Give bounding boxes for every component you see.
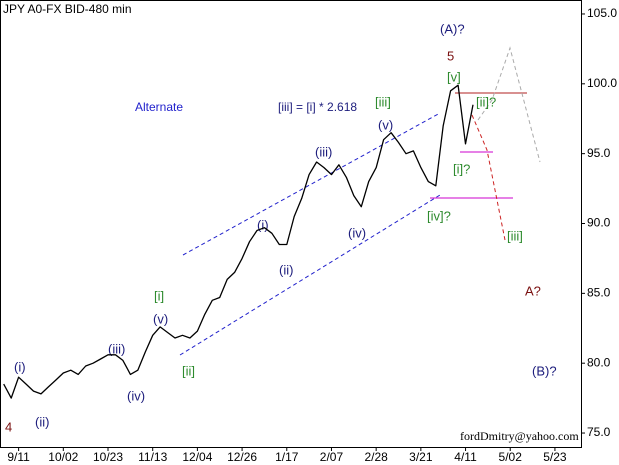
wave-overlay <box>179 46 541 356</box>
x-tick-label: 4/11 <box>454 450 477 464</box>
annotation: (iv) <box>348 225 366 240</box>
annotation: (v) <box>153 311 168 326</box>
x-tick-label: 2/28 <box>364 450 388 464</box>
annotation: (ii) <box>35 414 49 429</box>
y-tick-label: 95.0 <box>587 146 611 160</box>
annotation: fordDmitry@yahoo.com <box>460 429 579 443</box>
y-tick-label: 75.0 <box>587 425 611 439</box>
x-tick-label: 10/02 <box>48 450 78 464</box>
x-tick-label: 10/23 <box>93 450 123 464</box>
annotation: [i]? <box>453 161 470 176</box>
x-tick-label: 9/11 <box>7 450 30 464</box>
x-tick-label: 11/13 <box>138 450 167 464</box>
annotation: (ii) <box>279 262 293 277</box>
x-tick-label: 3/21 <box>409 450 433 464</box>
annotation: [ii]? <box>476 94 496 109</box>
annotation: 4 <box>5 419 12 434</box>
plot-frame <box>0 0 582 448</box>
annotation: (v) <box>378 117 393 132</box>
annotation: (iv) <box>127 388 145 403</box>
annotation: (i) <box>257 217 269 232</box>
annotation: [v] <box>447 69 461 84</box>
x-tick-label: 1/17 <box>275 450 299 464</box>
annotation: [iii] <box>375 94 391 109</box>
x-tick-label: 12/04 <box>182 450 212 464</box>
projection-red <box>471 114 506 241</box>
y-tick-label: 100.0 <box>587 76 617 90</box>
chart-title: JPY A0-FX BID-480 min <box>3 2 132 16</box>
annotation: 5 <box>447 48 454 63</box>
y-tick-label: 105.0 <box>587 6 617 20</box>
y-tick-label: 80.0 <box>587 355 611 369</box>
annotation: (A)? <box>440 21 465 36</box>
annotation: A? <box>525 283 541 298</box>
x-tick-label: 12/26 <box>227 450 257 464</box>
price-line <box>3 84 474 399</box>
annotation: [i] <box>154 288 164 303</box>
projection-gray <box>477 46 541 163</box>
annotation: (B)? <box>532 363 557 378</box>
annotation: (iii) <box>108 341 125 356</box>
annotation: Alternate <box>135 100 183 114</box>
x-tick-label: 5/02 <box>499 450 523 464</box>
x-tick-label: 5/23 <box>543 450 567 464</box>
channel-lower <box>179 194 441 356</box>
annotation: [iii] = [i] * 2.618 <box>278 100 357 114</box>
annotation: (i) <box>14 359 26 374</box>
y-tick-label: 85.0 <box>587 286 611 300</box>
annotation: [iv]? <box>427 208 451 223</box>
annotation: (iii) <box>315 144 332 159</box>
annotation: [ii] <box>182 363 195 378</box>
annotation: [iii] <box>507 228 523 243</box>
x-tick-label: 2/07 <box>320 450 344 464</box>
y-tick-label: 90.0 <box>587 216 611 230</box>
